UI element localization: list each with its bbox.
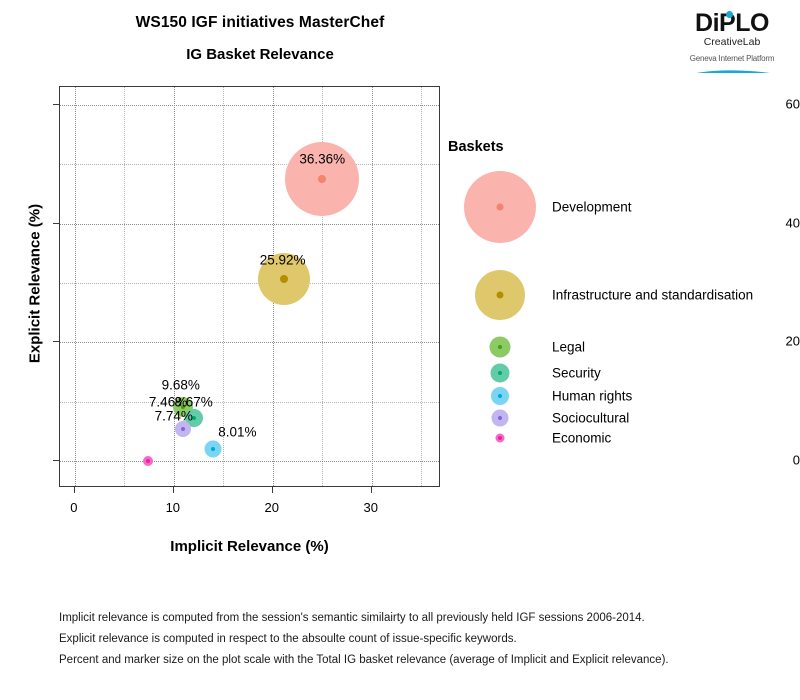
y-axis-tick-mark bbox=[53, 341, 59, 343]
legend-item-label: Human rights bbox=[552, 388, 633, 404]
legend-bubble-center-dot bbox=[498, 416, 502, 420]
plot-area: 36.36% 25.92% 9.68% 8.67% 8.01% 7.74% 7.46% bbox=[59, 86, 440, 487]
gridline-vertical bbox=[173, 87, 175, 486]
legend-item-label: Sociocultural bbox=[552, 410, 630, 426]
gridline-horizontal bbox=[60, 342, 439, 344]
legend-item-label: Development bbox=[552, 199, 632, 215]
data-bubble-center-dot bbox=[191, 415, 196, 420]
gridline-vertical-minor bbox=[223, 87, 225, 486]
legend-bubble-center-dot bbox=[498, 371, 502, 375]
logo-swoosh-icon bbox=[688, 64, 776, 73]
data-point-label: 7.46% bbox=[148, 394, 188, 410]
gridline-horizontal-minor bbox=[60, 164, 439, 166]
data-bubble-center-dot bbox=[318, 175, 327, 184]
logo-i-dot-icon bbox=[726, 11, 734, 18]
data-bubble-center-dot bbox=[279, 275, 288, 284]
data-point-label: 7.74% bbox=[154, 408, 193, 424]
gridline-horizontal bbox=[60, 223, 439, 225]
gridline-horizontal-minor bbox=[60, 401, 439, 403]
logo-creativelab-label: CreativeLab bbox=[703, 36, 761, 48]
x-axis-tick-mark bbox=[172, 487, 174, 493]
gridline-horizontal bbox=[60, 461, 439, 463]
data-point-label: 36.36% bbox=[299, 151, 346, 167]
legend-bubble-center-dot bbox=[498, 345, 502, 349]
y-axis-title: Explicit Relevance (%) bbox=[26, 203, 44, 364]
x-axis-tick-mark bbox=[73, 487, 75, 493]
legend-item-label: Infrastructure and standardisation bbox=[552, 287, 754, 303]
data-bubble-center-dot bbox=[180, 426, 185, 431]
logo-brand-text: DiPLO bbox=[695, 10, 769, 36]
page-subtitle: IG Basket Relevance bbox=[186, 46, 334, 63]
legend-item-label: Security bbox=[552, 365, 601, 381]
x-axis-tick-label: 10 bbox=[165, 500, 181, 515]
gridline-vertical-minor bbox=[124, 87, 126, 486]
x-axis-tick-label: 30 bbox=[363, 500, 378, 515]
gridline-vertical bbox=[74, 87, 76, 486]
x-axis-tick-mark bbox=[271, 487, 273, 493]
data-bubble-center-dot bbox=[211, 447, 216, 452]
legend-bubble-center-dot bbox=[498, 394, 502, 398]
y-axis-tick-mark bbox=[53, 460, 59, 462]
diplo-logo: DiPLO CreativeLab Geneva Internet Platfo… bbox=[676, 10, 788, 78]
legend-item-label: Legal bbox=[552, 339, 586, 355]
gridline-horizontal bbox=[60, 104, 439, 106]
footnotes: Implicit relevance is computed from the … bbox=[59, 608, 779, 671]
logo-tagline-label: Geneva Internet Platform bbox=[689, 54, 775, 63]
y-axis-tick-mark bbox=[53, 222, 59, 224]
legend-item-label: Economic bbox=[552, 430, 612, 446]
y-axis-tick-label: 60 bbox=[785, 96, 800, 112]
legend-bubble-center-dot bbox=[496, 291, 504, 299]
gridline-vertical-minor bbox=[322, 87, 324, 486]
data-bubble-center-dot bbox=[180, 405, 185, 410]
x-axis-tick-mark bbox=[370, 487, 372, 493]
footnote-line: Percent and marker size on the plot scal… bbox=[59, 654, 669, 666]
data-point-label: 9.68% bbox=[161, 377, 200, 393]
y-axis-tick-label: 0 bbox=[792, 452, 800, 468]
legend-bubble-center-dot bbox=[496, 203, 504, 211]
x-axis-tick-label: 0 bbox=[70, 500, 78, 515]
legend-title: Baskets bbox=[448, 139, 504, 155]
gridline-vertical-minor bbox=[421, 87, 423, 486]
legend-bubble-center-dot bbox=[498, 436, 502, 440]
y-axis-tick-mark bbox=[53, 103, 59, 105]
footnote-line: Implicit relevance is computed from the … bbox=[59, 612, 645, 624]
data-point-label: 8.01% bbox=[218, 424, 257, 440]
y-axis-tick-label: 40 bbox=[785, 215, 800, 231]
data-bubble-center-dot bbox=[146, 459, 151, 464]
page-title: WS150 IGF initiatives MasterChef bbox=[135, 14, 385, 31]
x-axis-title: Implicit Relevance (%) bbox=[170, 538, 329, 555]
footnote-line: Explicit relevance is computed in respec… bbox=[59, 633, 517, 645]
data-point-label: 25.92% bbox=[259, 252, 306, 268]
gridline-vertical bbox=[371, 87, 373, 486]
x-axis-tick-label: 20 bbox=[264, 500, 279, 515]
data-point-label: 8.67% bbox=[174, 394, 213, 410]
gridline-horizontal-minor bbox=[60, 283, 439, 285]
y-axis-tick-label: 20 bbox=[785, 333, 800, 349]
